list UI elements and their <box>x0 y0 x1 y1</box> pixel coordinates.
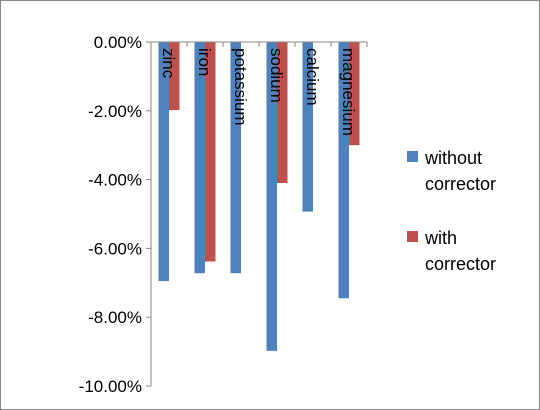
bar-sodium-without-corrector <box>266 42 277 351</box>
bar-zinc-with-corrector <box>169 42 180 111</box>
category-label-potassium: potassium <box>231 48 250 125</box>
legend-label-without-corrector: without corrector <box>424 148 496 194</box>
y-tick-label: -2.00% <box>88 102 142 121</box>
category-label-iron: iron <box>195 48 214 76</box>
y-tick-label: -8.00% <box>88 308 142 327</box>
bar-sodium-with-corrector <box>277 42 288 183</box>
bar-iron-with-corrector <box>205 42 216 262</box>
legend-swatch-with-corrector <box>407 231 418 242</box>
bar-zinc-without-corrector <box>158 42 169 282</box>
legend: without corrector with corrector <box>407 148 496 274</box>
bar-iron-without-corrector <box>194 42 205 274</box>
bar-magnesium-with-corrector <box>349 42 360 146</box>
bar-magnesium-without-corrector <box>338 42 349 299</box>
plot-area: 0.00% -2.00% -4.00% -6.00% -8.00% -10.00% zinc… <box>79 33 368 396</box>
legend-swatch-without-corrector <box>407 151 418 162</box>
category-label-calcium: calcium <box>303 48 322 106</box>
category-label-zinc: zinc <box>159 48 178 79</box>
bar-calcium-without-corrector <box>302 42 313 212</box>
y-tick-label: -4.00% <box>88 171 142 190</box>
y-tick-label: -6.00% <box>88 239 142 258</box>
category-label-sodium: sodium <box>267 48 286 103</box>
category-label-magnesium: magnesium <box>339 48 358 136</box>
bar-potassium-without-corrector <box>230 42 241 274</box>
y-tick-label: -10.00% <box>79 377 142 396</box>
y-tick-label: 0.00% <box>94 33 142 52</box>
legend-label-with-corrector: with corrector <box>424 228 496 274</box>
